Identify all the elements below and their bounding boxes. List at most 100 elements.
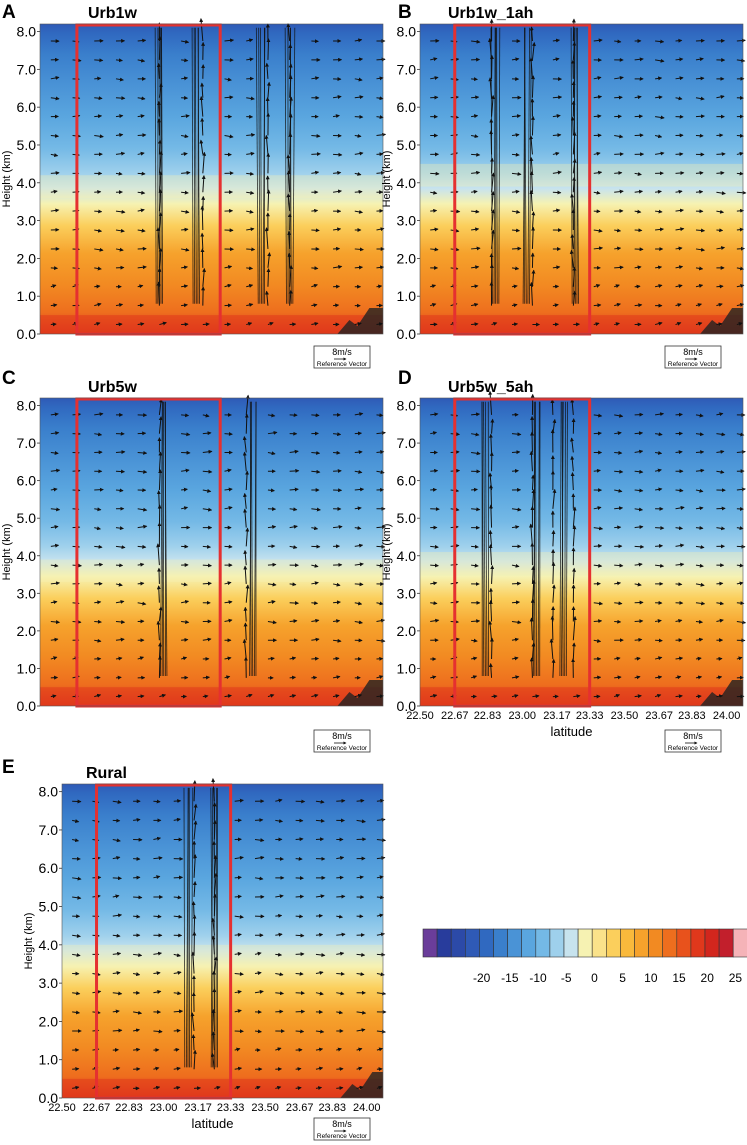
- wind-vector: [333, 656, 340, 661]
- wind-vector: [471, 77, 478, 82]
- wind-vector: [137, 114, 145, 119]
- wind-vector: [336, 894, 346, 899]
- updraft-jet: [193, 27, 196, 304]
- terrain: [337, 308, 383, 334]
- reference-vector-value: 8m/s: [332, 347, 352, 357]
- wind-vector: [200, 232, 205, 249]
- wind-vector: [593, 283, 601, 288]
- wind-vector: [354, 321, 362, 326]
- wind-vector: [654, 321, 663, 326]
- colorbar-tick-label: 5: [619, 971, 626, 985]
- melting-layer: [420, 163, 743, 187]
- wind-vector: [181, 114, 190, 119]
- y-tick-label: 2.0: [39, 1013, 59, 1029]
- surface-layer: [420, 315, 743, 334]
- wind-vector: [736, 58, 746, 63]
- y-tick-label: 1.0: [397, 288, 417, 304]
- wind-vector: [695, 413, 704, 418]
- wind-vector: [593, 76, 602, 80]
- updraft-jet: [250, 401, 254, 676]
- wind-vector: [471, 284, 479, 289]
- wind-vector: [511, 189, 520, 194]
- wind-vector: [593, 228, 603, 233]
- wind-vector: [202, 507, 213, 512]
- wind-vector: [115, 77, 124, 82]
- wind-vector: [275, 991, 285, 996]
- wind-vector: [181, 152, 188, 156]
- wind-vector: [531, 269, 536, 287]
- panel-b: 0.0 1.0 2.0 3.0 4.0 5.0 6.0 7.0 8.0 Height (km) B U…: [381, 2, 747, 369]
- wind-vector: [491, 694, 498, 699]
- wind-vector: [267, 600, 276, 604]
- wind-vector: [376, 450, 385, 455]
- wind-vector: [736, 526, 744, 531]
- panel-letter: B: [398, 2, 412, 23]
- wind-vector: [511, 228, 521, 233]
- wind-vector: [736, 190, 747, 195]
- wind-vector: [716, 694, 724, 699]
- wind-vector: [137, 38, 147, 43]
- wind-vector: [471, 432, 480, 437]
- wind-vector: [675, 152, 684, 157]
- wind-vector: [695, 694, 702, 699]
- wind-vector: [430, 601, 438, 606]
- wind-vector: [695, 468, 705, 473]
- wind-vector: [736, 283, 745, 288]
- wind-vector: [695, 96, 705, 101]
- reference-vector-value: 8m/s: [332, 731, 352, 741]
- wind-vector: [614, 563, 624, 568]
- wind-vector: [242, 638, 247, 660]
- wind-vector: [332, 227, 342, 232]
- wind-vector: [246, 303, 254, 307]
- wind-vector: [242, 451, 247, 472]
- wind-vector: [50, 620, 60, 625]
- wind-vector: [634, 172, 642, 176]
- wind-vector: [354, 693, 363, 698]
- wind-vector: [736, 171, 744, 176]
- wind-vector: [243, 606, 248, 622]
- wind-vector: [695, 189, 704, 194]
- wind-vector: [115, 599, 125, 604]
- wind-vector: [430, 208, 438, 213]
- wind-vector: [376, 563, 384, 568]
- wind-vector: [376, 132, 387, 137]
- y-tick-label: 6.0: [17, 99, 37, 115]
- wind-vector: [655, 95, 663, 100]
- wind-vector: [655, 412, 665, 417]
- wind-vector: [552, 38, 561, 43]
- wind-vector: [354, 77, 363, 82]
- wind-vector: [115, 637, 125, 642]
- wind-vector: [634, 57, 644, 62]
- wind-vector: [254, 951, 262, 956]
- wind-vector: [315, 818, 325, 823]
- wind-vector: [246, 266, 254, 271]
- wind-vector: [267, 582, 277, 587]
- wind-vectors: [50, 394, 386, 699]
- panel-e: 0.0 1.0 2.0 3.0 4.0 5.0 6.0 7.0 8.0 Height (km) 22…: [2, 757, 387, 1141]
- wind-vector: [531, 489, 536, 509]
- wind-vector: [354, 487, 365, 492]
- wind-vector: [614, 284, 620, 288]
- wind-vector: [173, 1009, 184, 1014]
- wind-vector: [137, 228, 146, 233]
- wind-vector: [153, 856, 163, 861]
- y-tick-label: 8.0: [17, 24, 37, 40]
- wind-vector: [354, 506, 362, 511]
- wind-vector: [224, 134, 234, 139]
- wind-vector: [265, 62, 270, 79]
- wind-vector: [133, 914, 141, 919]
- updraft-jet: [197, 27, 200, 304]
- wind-vector: [376, 875, 384, 880]
- wind-vector: [246, 693, 253, 698]
- wind-vector: [72, 1066, 80, 1071]
- wind-vector: [244, 413, 249, 434]
- wind-vector: [471, 39, 481, 44]
- wind-vector: [593, 544, 603, 548]
- wind-vector: [254, 838, 265, 843]
- colorbar-swatch: [535, 928, 551, 958]
- wind-vector: [289, 524, 298, 529]
- y-tick-label: 7.0: [17, 435, 37, 451]
- wind-vector: [267, 693, 275, 698]
- wind-vector: [153, 875, 161, 880]
- wind-vector: [192, 914, 197, 936]
